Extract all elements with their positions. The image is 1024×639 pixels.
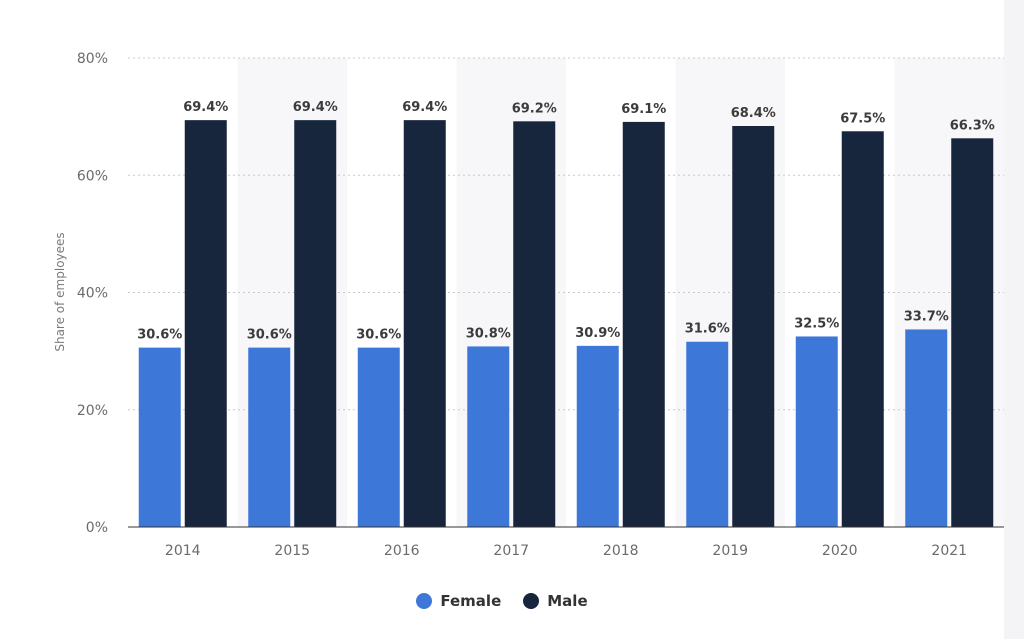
- data-label: 30.6%: [247, 328, 292, 343]
- x-tick-label: 2020: [822, 543, 858, 559]
- bar-female: [138, 347, 181, 527]
- bar-chart: Share of employees 0% 20% 40% 60% 80% 30.6% 6…: [53, 51, 1004, 559]
- data-label: 30.6%: [356, 328, 401, 343]
- x-tick-label: 2016: [384, 543, 420, 559]
- bar-male: [294, 120, 337, 527]
- y-tick-label: 60%: [77, 168, 108, 184]
- bar-female: [467, 346, 510, 527]
- data-label: 33.7%: [904, 309, 949, 324]
- legend-item-male[interactable]: Male: [523, 592, 588, 610]
- data-label: 69.1%: [621, 102, 666, 117]
- legend-swatch: [416, 593, 433, 609]
- legend-label: Female: [440, 592, 502, 610]
- legend-label: Male: [547, 592, 588, 610]
- x-tick-label: 2019: [712, 543, 748, 559]
- y-tick-label: 80%: [77, 51, 108, 67]
- data-label: 32.5%: [794, 316, 839, 331]
- y-axis-label: Share of employees: [53, 232, 67, 351]
- bar-female: [248, 347, 291, 527]
- y-tick-label: 0%: [86, 520, 108, 536]
- y-tick-label: 20%: [77, 403, 108, 419]
- data-label: 69.2%: [512, 101, 557, 116]
- bar-male: [622, 121, 665, 528]
- data-labels: 30.6% 69.4% 30.6% 69.4% 30.6% 69.4% 30.8% 69.2%…: [137, 100, 995, 342]
- bar-male: [841, 131, 884, 527]
- y-tick-label: 40%: [77, 286, 108, 302]
- x-tick-labels: 2014 2015 2016 2017 2018 2019 2020 2021: [165, 543, 967, 559]
- legend-item-female[interactable]: Female: [416, 592, 501, 610]
- data-label: 69.4%: [183, 100, 228, 115]
- bar-male: [403, 120, 446, 527]
- bar-female: [686, 341, 729, 527]
- bar-male: [513, 121, 556, 527]
- y-tick-labels: 0% 20% 40% 60% 80%: [77, 51, 108, 536]
- data-label: 30.6%: [137, 328, 182, 343]
- data-label: 68.4%: [731, 106, 776, 121]
- data-label: 69.4%: [402, 100, 447, 115]
- data-label: 66.3%: [950, 118, 995, 133]
- legend-swatch: [523, 593, 540, 609]
- bar-female: [576, 345, 619, 527]
- data-label: 30.8%: [466, 326, 511, 341]
- x-tick-label: 2014: [165, 543, 201, 559]
- bars: [138, 120, 994, 528]
- data-label: 67.5%: [840, 111, 885, 126]
- bar-male: [951, 138, 994, 527]
- bar-male: [732, 126, 775, 527]
- legend: Female Male: [0, 592, 1004, 610]
- data-label: 30.9%: [575, 326, 620, 341]
- bar-female: [795, 336, 838, 527]
- data-label: 31.6%: [685, 322, 730, 337]
- x-tick-label: 2017: [493, 543, 529, 559]
- x-tick-label: 2015: [274, 543, 310, 559]
- bar-female: [357, 347, 400, 527]
- x-tick-label: 2021: [931, 543, 967, 559]
- data-label: 69.4%: [293, 100, 338, 115]
- bar-female: [905, 329, 948, 527]
- bar-male: [184, 120, 227, 527]
- x-tick-label: 2018: [603, 543, 639, 559]
